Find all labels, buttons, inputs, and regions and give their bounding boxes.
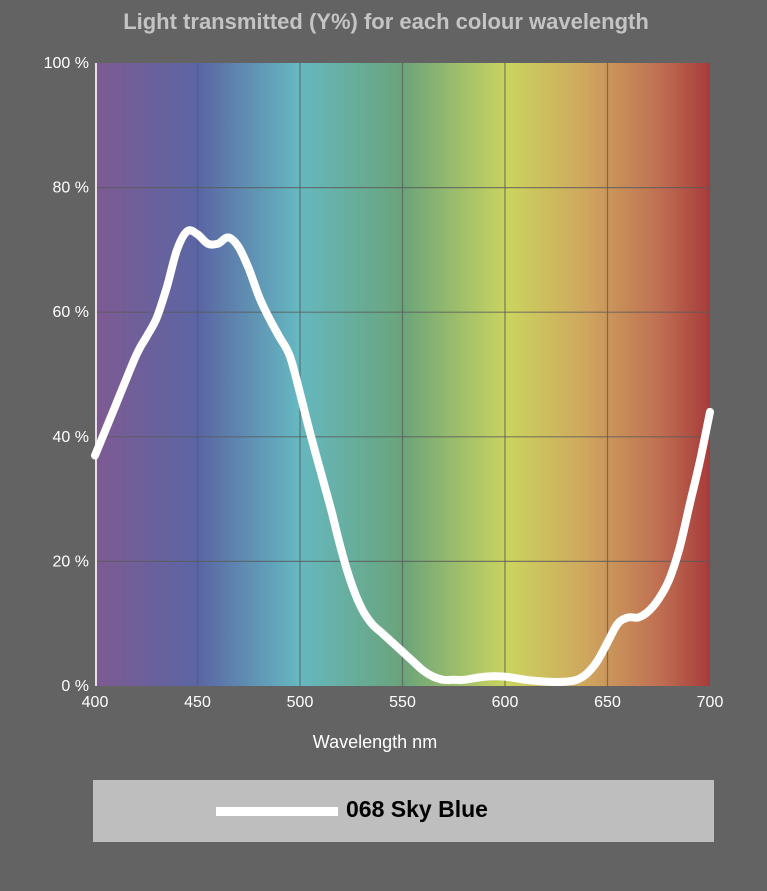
legend-swatch bbox=[216, 807, 338, 816]
x-tick-label: 650 bbox=[594, 694, 621, 711]
y-tick-label: 80 % bbox=[53, 180, 89, 197]
y-tick-label: 60 % bbox=[53, 304, 89, 321]
y-tick-label: 40 % bbox=[53, 429, 89, 446]
y-tick-label: 100 % bbox=[44, 55, 89, 72]
legend-label: 068 Sky Blue bbox=[346, 796, 488, 822]
x-tick-label: 600 bbox=[492, 694, 519, 711]
x-tick-label: 700 bbox=[697, 694, 724, 711]
y-tick-label: 0 % bbox=[61, 678, 89, 695]
chart-plot: 400 450 500 550 600 650 700 0 % 20 % 40 % 60 % 80 %… bbox=[44, 55, 724, 752]
series-line-sky-blue bbox=[91, 226, 714, 686]
x-tick-label: 550 bbox=[389, 694, 416, 711]
x-tick-label: 450 bbox=[184, 694, 211, 711]
y-tick-label: 20 % bbox=[53, 553, 89, 570]
x-tick-label: 500 bbox=[287, 694, 314, 711]
x-axis-label: Wavelength nm bbox=[313, 732, 437, 752]
x-tick-label: 400 bbox=[82, 694, 109, 711]
chart-title: Light transmitted (Y%) for each colour w… bbox=[123, 9, 649, 34]
legend: 068 Sky Blue bbox=[93, 780, 714, 842]
